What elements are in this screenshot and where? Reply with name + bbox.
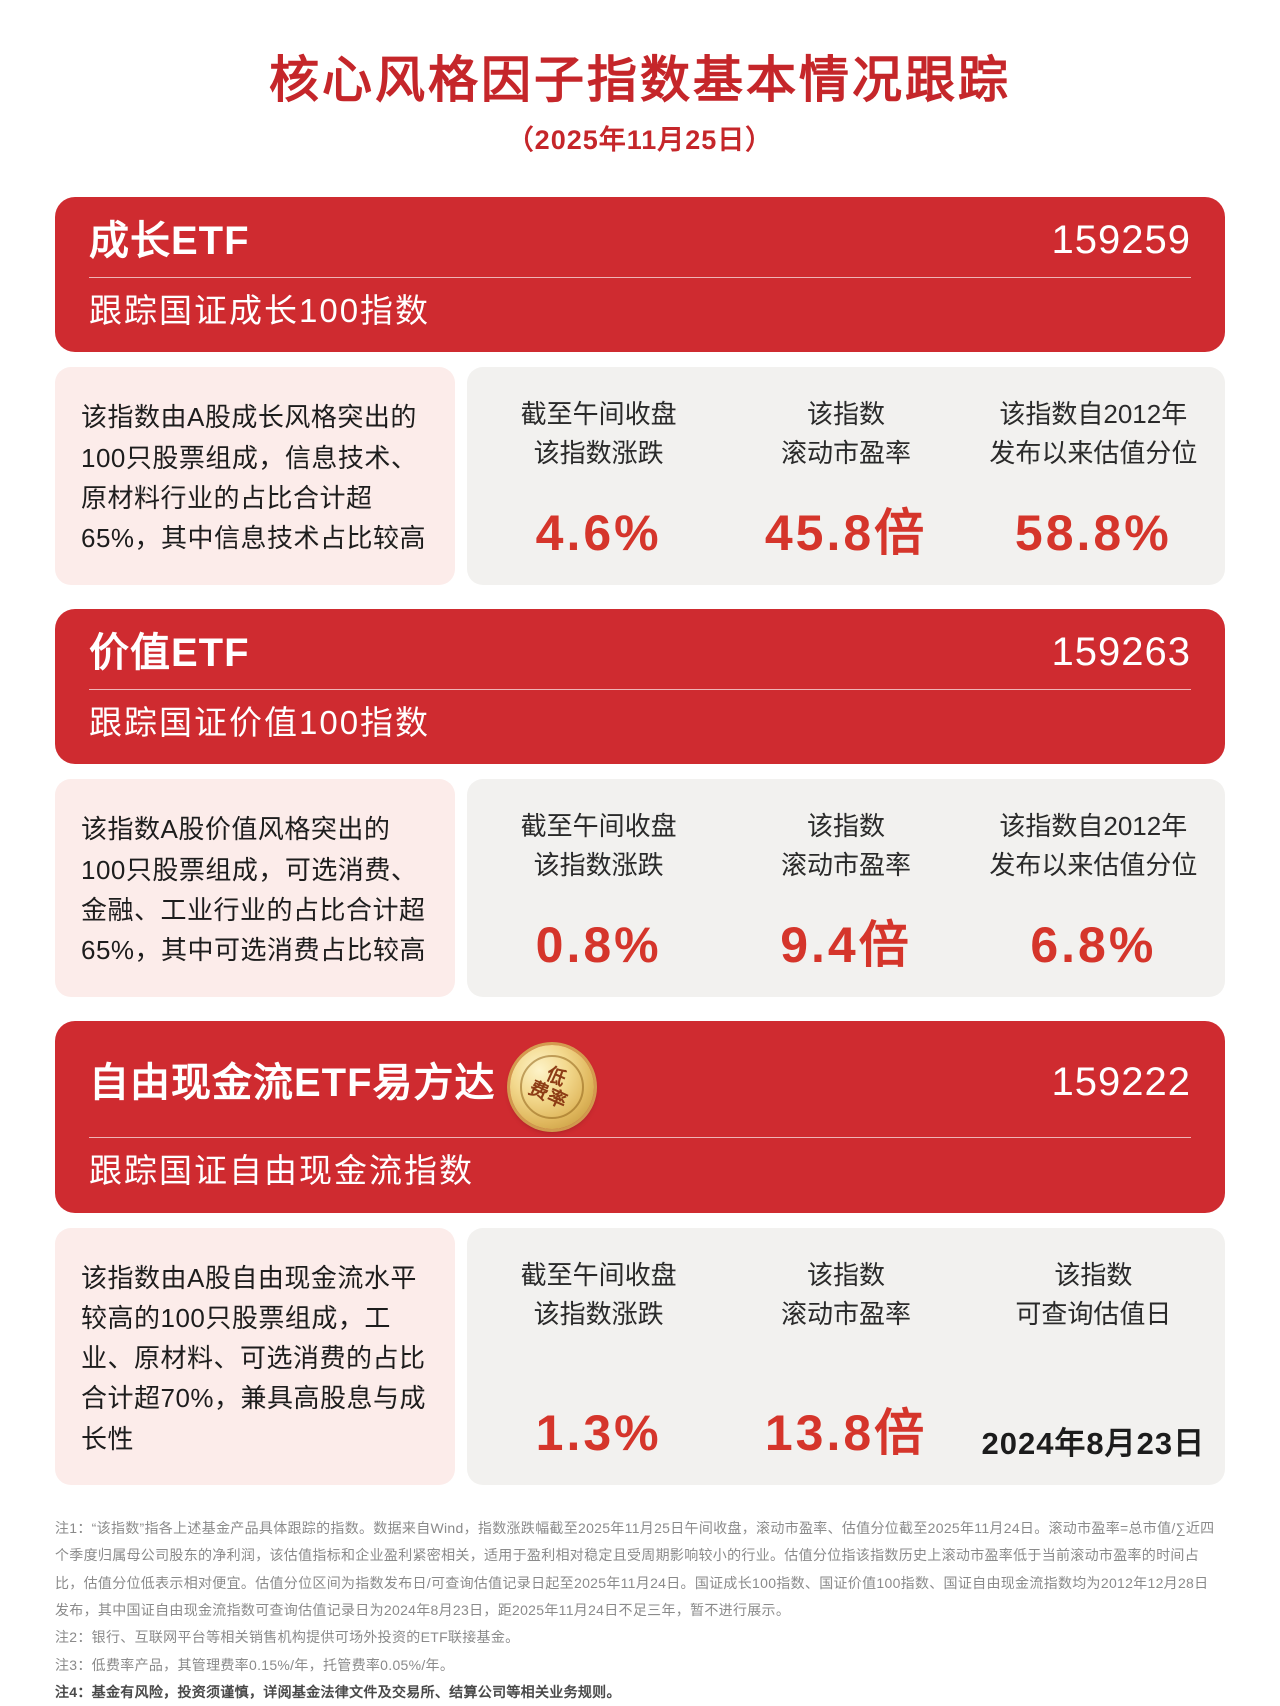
etf-card-growth: 成长ETF 159259 跟踪国证成长100指数 该指数由A股成长风格突出的10… (55, 196, 1225, 585)
card-header-top: 价值ETF 159263 (89, 629, 1191, 677)
stat-pe-ratio: 该指数 滚动市盈率 9.4倍 (722, 807, 969, 972)
stat-label-line: 该指数涨跌 (533, 850, 664, 881)
etf-code: 159263 (1051, 630, 1191, 675)
stat-label-line: 截至午间收盘 (520, 811, 677, 842)
stat-label-line: 可查询估值日 (1015, 1298, 1172, 1329)
header-divider (89, 1136, 1191, 1138)
stat-value: 9.4倍 (780, 916, 912, 973)
stats-panel: 截至午间收盘 该指数涨跌 1.3% 该指数 滚动市盈率 13.8倍 该指数 可查 (467, 1227, 1225, 1486)
stat-valuation-percentile: 该指数自2012年 发布以来估值分位 6.8% (970, 807, 1217, 972)
stat-label: 该指数自2012年 发布以来估值分位 (989, 807, 1197, 885)
stat-label: 截至午间收盘 该指数涨跌 (521, 807, 677, 885)
etf-card-value: 价值ETF 159263 跟踪国证价值100指数 该指数A股价值风格突出的100… (55, 608, 1225, 997)
tracked-index-label: 跟踪国证成长100指数 (89, 291, 431, 329)
header-divider (89, 276, 1191, 278)
stat-label-line: 发布以来估值分位 (989, 850, 1198, 881)
stat-value: 4.6% (535, 504, 662, 561)
tracked-index-label: 跟踪国证自由现金流指数 (89, 1151, 474, 1189)
badge-inner-ring: 低 费率 (519, 1054, 584, 1119)
stat-label-line: 发布以来估值分位 (989, 438, 1198, 469)
card-header-top: 成长ETF 159259 (89, 217, 1191, 265)
card-body: 该指数由A股成长风格突出的100只股票组成，信息技术、原材料行业的占比合计超65… (55, 367, 1225, 585)
stat-label-line: 该指数 (806, 399, 885, 430)
stat-label-line: 滚动市盈率 (780, 850, 911, 881)
index-description: 该指数由A股成长风格突出的100只股票组成，信息技术、原材料行业的占比合计超65… (55, 367, 455, 585)
stat-label-line: 滚动市盈率 (780, 438, 911, 469)
etf-code: 159259 (1051, 218, 1191, 262)
stat-value-date: 2024年8月23日 (981, 1425, 1206, 1461)
stat-valuation-date: 该指数 可查询估值日 2024年8月23日 (970, 1256, 1217, 1461)
stat-valuation-percentile: 该指数自2012年 发布以来估值分位 58.8% (970, 395, 1217, 560)
stat-label: 该指数自2012年 发布以来估值分位 (989, 395, 1197, 473)
card-body: 该指数由A股自由现金流水平较高的100只股票组成，工业、原材料、可选消费的占比合… (55, 1227, 1225, 1486)
footnote-3: 注3：低费率产品，其管理费率0.15%/年，托管费率0.05%/年。 (55, 1656, 455, 1673)
index-description: 该指数A股价值风格突出的100只股票组成，可选消费、金融、工业行业的占比合计超6… (55, 779, 455, 997)
stat-label-line: 截至午间收盘 (520, 399, 677, 430)
card-header-free-cashflow: 自由现金流ETF易方达 低 费率 159222 跟踪国证自由现金流指数 (55, 1020, 1225, 1213)
stat-label-line: 该指数自2012年 (999, 811, 1188, 842)
low-fee-badge-icon: 低 费率 (509, 1044, 594, 1129)
stat-label-line: 该指数涨跌 (533, 438, 664, 469)
card-header-top: 自由现金流ETF易方达 低 费率 159222 (89, 1041, 1191, 1129)
stat-label-line: 滚动市盈率 (780, 1298, 911, 1329)
etf-card-free-cashflow: 自由现金流ETF易方达 低 费率 159222 跟踪国证自由现金流指数 该 (55, 1020, 1225, 1486)
etf-code: 159222 (1051, 1060, 1191, 1105)
badge-text: 低 费率 (525, 1060, 578, 1113)
stat-label-line: 该指数自2012年 (999, 399, 1188, 430)
stat-value: 45.8倍 (764, 504, 928, 561)
footnote-2: 注2：银行、互联网平台等相关销售机构提供可场外投资的ETF联接基金。 (55, 1629, 520, 1646)
card-title-wrap: 价值ETF (89, 629, 250, 677)
stat-midday-change: 截至午间收盘 该指数涨跌 4.6% (475, 395, 722, 560)
stat-pe-ratio: 该指数 滚动市盈率 13.8倍 (722, 1256, 969, 1461)
stat-value: 6.8% (1030, 916, 1157, 973)
stat-label-line: 截至午间收盘 (520, 1259, 677, 1290)
etf-name: 自由现金流ETF易方达 (89, 1060, 496, 1105)
stat-label: 截至午间收盘 该指数涨跌 (521, 1256, 677, 1334)
etf-name: 成长ETF (89, 218, 250, 263)
stat-midday-change: 截至午间收盘 该指数涨跌 1.3% (475, 1256, 722, 1461)
page-title: 核心风格因子指数基本情况跟踪 (269, 52, 1011, 108)
stat-value: 13.8倍 (764, 1405, 928, 1462)
card-body: 该指数A股价值风格突出的100只股票组成，可选消费、金融、工业行业的占比合计超6… (55, 779, 1225, 997)
card-header-growth: 成长ETF 159259 跟踪国证成长100指数 (55, 196, 1225, 353)
index-description: 该指数由A股自由现金流水平较高的100只股票组成，工业、原材料、可选消费的占比合… (55, 1227, 455, 1486)
tracked-index-label: 跟踪国证价值100指数 (89, 703, 431, 741)
footnote-4: 注4：基金有风险，投资须谨慎，详阅基金法律文件及交易所、结算公司等相关业务规则。 (55, 1683, 621, 1700)
stat-midday-change: 截至午间收盘 该指数涨跌 0.8% (475, 807, 722, 972)
stat-label: 该指数 滚动市盈率 (781, 807, 911, 885)
stat-label-line: 该指数 (806, 1259, 885, 1290)
card-title-wrap: 自由现金流ETF易方达 低 费率 (89, 1041, 594, 1129)
stat-value: 0.8% (535, 916, 662, 973)
footnote-1: 注1：“该指数”指各上述基金产品具体跟踪的指数。数据来自Wind，指数涨跌幅截至… (55, 1520, 1215, 1618)
stat-pe-ratio: 该指数 滚动市盈率 45.8倍 (722, 395, 969, 560)
stats-panel: 截至午间收盘 该指数涨跌 4.6% 该指数 滚动市盈率 45.8倍 该指数自20… (467, 367, 1225, 585)
stat-value: 58.8% (1014, 504, 1172, 561)
stat-label-line: 该指数 (1054, 1259, 1133, 1290)
header-divider (89, 688, 1191, 690)
etf-name: 价值ETF (89, 630, 250, 675)
footnotes: 注1：“该指数”指各上述基金产品具体跟踪的指数。数据来自Wind，指数涨跌幅截至… (55, 1515, 1225, 1706)
stats-panel: 截至午间收盘 该指数涨跌 0.8% 该指数 滚动市盈率 9.4倍 该指数自201… (467, 779, 1225, 997)
stat-label-line: 该指数 (806, 811, 885, 842)
page-header: 核心风格因子指数基本情况跟踪 （2025年11月25日） (55, 52, 1225, 157)
stat-label: 该指数 滚动市盈率 (781, 395, 911, 473)
stat-label: 该指数 可查询估值日 (1015, 1256, 1171, 1334)
stat-value: 1.3% (535, 1405, 662, 1462)
stat-label: 该指数 滚动市盈率 (781, 1256, 911, 1334)
stat-label: 截至午间收盘 该指数涨跌 (521, 395, 677, 473)
stat-label-line: 该指数涨跌 (533, 1298, 664, 1329)
page-date-subtitle: （2025年11月25日） (506, 124, 774, 155)
card-header-value: 价值ETF 159263 跟踪国证价值100指数 (55, 608, 1225, 765)
card-title-wrap: 成长ETF (89, 217, 250, 265)
